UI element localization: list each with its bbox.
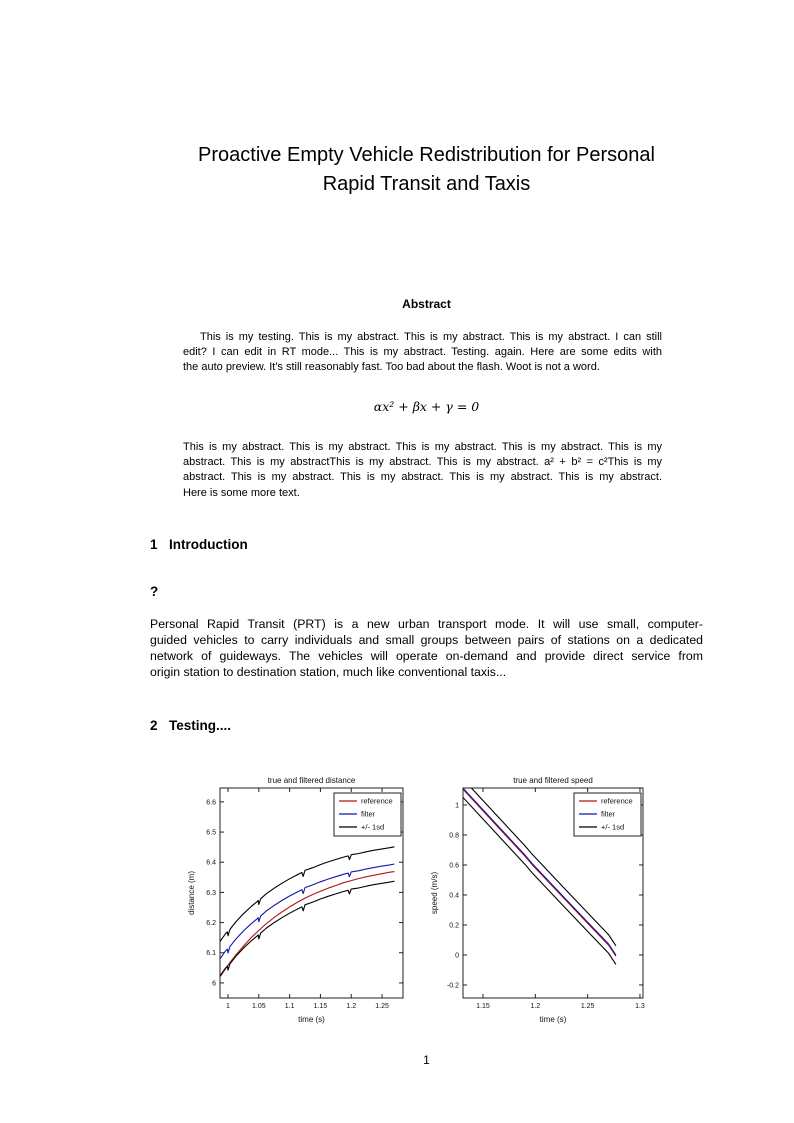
x-axis-label: time (s) — [298, 1015, 325, 1024]
y-tick-label: 6.4 — [206, 860, 216, 867]
legend-label: +/- 1sd — [601, 823, 624, 832]
text-line: abstract. This is my abstractThis is my … — [183, 456, 662, 469]
y-tick-label: 1 — [455, 802, 459, 809]
y-tick-label: 0.2 — [449, 922, 459, 929]
x-tick-label: 1 — [226, 1003, 230, 1010]
introduction-paragraph: Personal Rapid Transit (PRT) is a new ur… — [150, 616, 703, 680]
axes-box — [462, 787, 644, 999]
figure-plots: 1 1.05 1.1 1.15 1.2 1.25 6 6.1 6.2 6.3 6.4 6.5 6.6 tr… — [150, 770, 703, 1025]
series-filter-line — [463, 788, 617, 956]
abstract-paragraph-1: This is my testing. This is my abstract.… — [183, 330, 662, 376]
text-line: the auto preview. It's still reasonably … — [183, 361, 600, 374]
y-tick-label: 6 — [212, 980, 216, 987]
x-axis-label: time (s) — [540, 1015, 567, 1024]
x-tick-label: 1.2 — [530, 1003, 540, 1010]
legend: reference filter +/- 1sd — [573, 792, 642, 837]
section-heading-introduction: 1 Introduction — [150, 537, 248, 552]
y-tick-label: 6.1 — [206, 950, 216, 957]
y-tick-label: 6.3 — [206, 890, 216, 897]
y-axis-label: speed (m/s) — [430, 872, 439, 915]
distance-plot: 1 1.05 1.1 1.15 1.2 1.25 6 6.1 6.2 6.3 6.4 6.5 6.6 tr… — [187, 776, 404, 1024]
section-title: Introduction — [169, 537, 248, 552]
legend-label: filter — [361, 810, 376, 819]
y-tick-label: 0.8 — [449, 832, 459, 839]
title-line-1: Proactive Empty Vehicle Redistribution f… — [198, 144, 655, 166]
page-number: 1 — [423, 1053, 430, 1067]
text-line: abstract. This is my abstract. This is m… — [183, 471, 662, 484]
series-filter-line — [220, 863, 395, 960]
text-line: This is my abstract. This is my abstract… — [183, 441, 662, 453]
x-tick-label: 1.2 — [346, 1003, 356, 1010]
plot-title: true and filtered speed — [513, 776, 593, 785]
display-equation: αx² + βx + γ = 0 — [373, 399, 480, 414]
x-tick-label: 1.3 — [635, 1003, 645, 1010]
y-tick-label: 6.6 — [206, 799, 216, 806]
legend: reference filter +/- 1sd — [333, 792, 402, 837]
x-tick-label: 1.15 — [476, 1003, 490, 1010]
text-line: network of guideways. The vehicles will … — [150, 649, 703, 663]
abstract-paragraph-2: This is my abstract. This is my abstract… — [183, 440, 662, 501]
x-tick-label: 1.25 — [581, 1003, 595, 1010]
paper-title: Proactive Empty Vehicle Redistribution f… — [120, 141, 733, 199]
x-tick-label: 1.25 — [375, 1003, 389, 1010]
figure-svg: 1 1.05 1.1 1.15 1.2 1.25 6 6.1 6.2 6.3 6.4 6.5 6.6 tr… — [187, 776, 645, 1024]
section-heading-testing: 2 Testing.... — [150, 718, 231, 733]
y-tick-label: 0 — [455, 952, 459, 959]
question-heading: ? — [150, 584, 159, 599]
text-line: edit? I can edit in RT mode... This is m… — [183, 346, 662, 359]
section-title: Testing.... — [169, 718, 232, 733]
legend-label: filter — [601, 810, 616, 819]
series-upper-band-line — [470, 788, 617, 947]
series-reference-line — [463, 788, 617, 957]
legend-label: +/- 1sd — [361, 823, 384, 832]
y-tick-label: 0.6 — [449, 862, 459, 869]
series-reference-line — [220, 871, 395, 978]
text-line: origin station to destination station, m… — [150, 665, 507, 679]
text-line: Personal Rapid Transit (PRT) is a new ur… — [150, 617, 703, 631]
plot-title: true and filtered distance — [268, 776, 356, 785]
x-tick-label: 1.05 — [252, 1003, 266, 1010]
text-line: This is my testing. This is my abstract.… — [200, 331, 662, 343]
y-axis-label: distance (m) — [187, 871, 196, 915]
series-lower-band-line — [220, 880, 395, 977]
text-line: guided vehicles to carry individuals and… — [150, 633, 703, 647]
section-number: 1 — [150, 537, 158, 552]
y-tick-label: 6.5 — [206, 830, 216, 837]
series-upper-band-line — [220, 846, 395, 942]
series-lower-band-line — [463, 797, 617, 965]
y-tick-label: 0.4 — [449, 892, 459, 899]
text-line: Here is some more text. — [183, 486, 300, 499]
title-line-2: Rapid Transit and Taxis — [322, 173, 531, 195]
legend-label: reference — [601, 797, 633, 806]
axes-box — [219, 787, 404, 999]
x-tick-label: 1.1 — [285, 1003, 295, 1010]
abstract-heading: Abstract — [402, 297, 451, 311]
y-tick-label: 6.2 — [206, 920, 216, 927]
y-tick-label: -0.2 — [447, 982, 459, 989]
legend-label: reference — [361, 797, 393, 806]
speed-plot: 1.15 1.2 1.25 1.3 -0.2 0 0.2 0.4 0.6 0.8 1 true and… — [430, 776, 645, 1024]
x-tick-label: 1.15 — [314, 1003, 328, 1010]
section-number: 2 — [150, 718, 158, 733]
